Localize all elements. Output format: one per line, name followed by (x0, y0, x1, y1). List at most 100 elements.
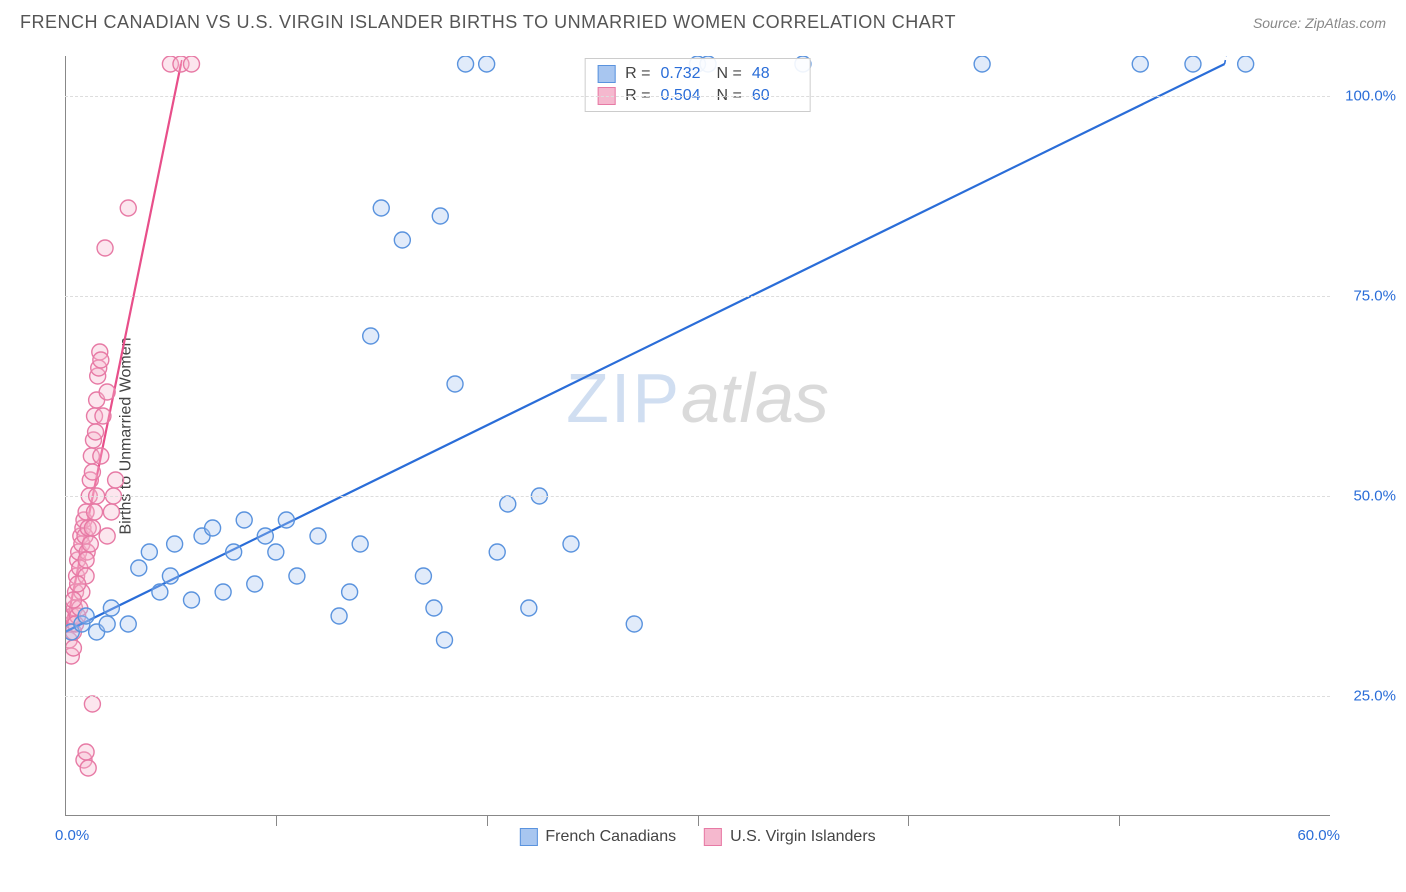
plot-area: ZIPatlas R =0.732N =48R =0.504N =60 0.0%… (65, 56, 1330, 816)
x-tick (276, 816, 277, 826)
stat-n-label: N = (717, 65, 742, 83)
y-tick-label: 50.0% (1353, 488, 1396, 505)
y-tick-label: 100.0% (1345, 88, 1396, 105)
legend-swatch (519, 828, 537, 846)
legend-label: U.S. Virgin Islanders (730, 828, 876, 846)
data-point (363, 328, 379, 344)
data-point (437, 632, 453, 648)
data-point (97, 240, 113, 256)
data-point (458, 56, 474, 72)
legend-swatch (704, 828, 722, 846)
data-point (93, 352, 109, 368)
data-point (247, 576, 263, 592)
stat-r-value: 0.732 (661, 65, 707, 83)
data-point (162, 568, 178, 584)
data-point (184, 592, 200, 608)
data-point (120, 200, 136, 216)
data-point (95, 408, 111, 424)
data-point (1185, 56, 1201, 72)
grid-line (65, 296, 1330, 297)
data-point (447, 376, 463, 392)
y-tick-label: 75.0% (1353, 288, 1396, 305)
stat-n-value: 48 (752, 65, 798, 83)
stats-legend: R =0.732N =48R =0.504N =60 (584, 58, 811, 112)
source-label: Source: ZipAtlas.com (1253, 15, 1386, 31)
data-point (257, 528, 273, 544)
data-point (103, 600, 119, 616)
data-point (167, 536, 183, 552)
chart-container: FRENCH CANADIAN VS U.S. VIRGIN ISLANDER … (0, 0, 1406, 892)
data-point (1132, 56, 1148, 72)
data-point (70, 576, 86, 592)
data-point (289, 568, 305, 584)
data-point (184, 56, 200, 72)
header: FRENCH CANADIAN VS U.S. VIRGIN ISLANDER … (0, 0, 1406, 39)
data-point (268, 544, 284, 560)
x-label-max: 60.0% (1297, 827, 1340, 844)
data-point (310, 528, 326, 544)
data-point (278, 512, 294, 528)
data-point (99, 384, 115, 400)
data-point (479, 56, 495, 72)
grid-line (65, 96, 1330, 97)
stats-row: R = 0.732 N = 48 (597, 63, 798, 85)
data-point (78, 744, 94, 760)
stat-r-label: R = (625, 65, 650, 83)
data-point (84, 464, 100, 480)
data-point (563, 536, 579, 552)
data-point (82, 536, 98, 552)
data-point (78, 608, 94, 624)
data-point (521, 600, 537, 616)
chart-area: Births to Unmarried Women ZIPatlas R =0.… (50, 56, 1330, 816)
data-point (974, 56, 990, 72)
grid-line (65, 696, 1330, 697)
data-point (108, 472, 124, 488)
y-axis (65, 56, 66, 816)
data-point (80, 760, 96, 776)
data-point (65, 640, 81, 656)
data-point (78, 552, 94, 568)
data-point (215, 584, 231, 600)
data-point (432, 208, 448, 224)
data-point (205, 520, 221, 536)
data-point (426, 600, 442, 616)
data-point (226, 544, 242, 560)
data-point (87, 504, 103, 520)
legend-item: French Canadians (519, 828, 676, 846)
data-point (500, 496, 516, 512)
data-point (103, 504, 119, 520)
data-point (331, 608, 347, 624)
data-point (1238, 56, 1254, 72)
scatter-svg (65, 56, 1330, 816)
data-point (99, 528, 115, 544)
data-point (415, 568, 431, 584)
x-tick (1119, 816, 1120, 826)
data-point (489, 544, 505, 560)
legend-item: U.S. Virgin Islanders (704, 828, 876, 846)
x-tick (698, 816, 699, 826)
chart-title: FRENCH CANADIAN VS U.S. VIRGIN ISLANDER … (20, 12, 956, 33)
data-point (88, 424, 104, 440)
series-legend: French Canadians U.S. Virgin Islanders (519, 828, 875, 846)
data-point (84, 520, 100, 536)
data-point (626, 616, 642, 632)
legend-swatch (597, 65, 615, 83)
data-point (236, 512, 252, 528)
data-point (152, 584, 168, 600)
data-point (342, 584, 358, 600)
data-point (131, 560, 147, 576)
data-point (373, 200, 389, 216)
grid-line (65, 496, 1330, 497)
data-point (352, 536, 368, 552)
data-point (120, 616, 136, 632)
y-tick-label: 25.0% (1353, 688, 1396, 705)
x-tick (487, 816, 488, 826)
x-label-min: 0.0% (55, 827, 89, 844)
data-point (84, 696, 100, 712)
x-tick (908, 816, 909, 826)
legend-label: French Canadians (545, 828, 676, 846)
data-point (93, 448, 109, 464)
data-point (99, 616, 115, 632)
data-point (394, 232, 410, 248)
data-point (141, 544, 157, 560)
